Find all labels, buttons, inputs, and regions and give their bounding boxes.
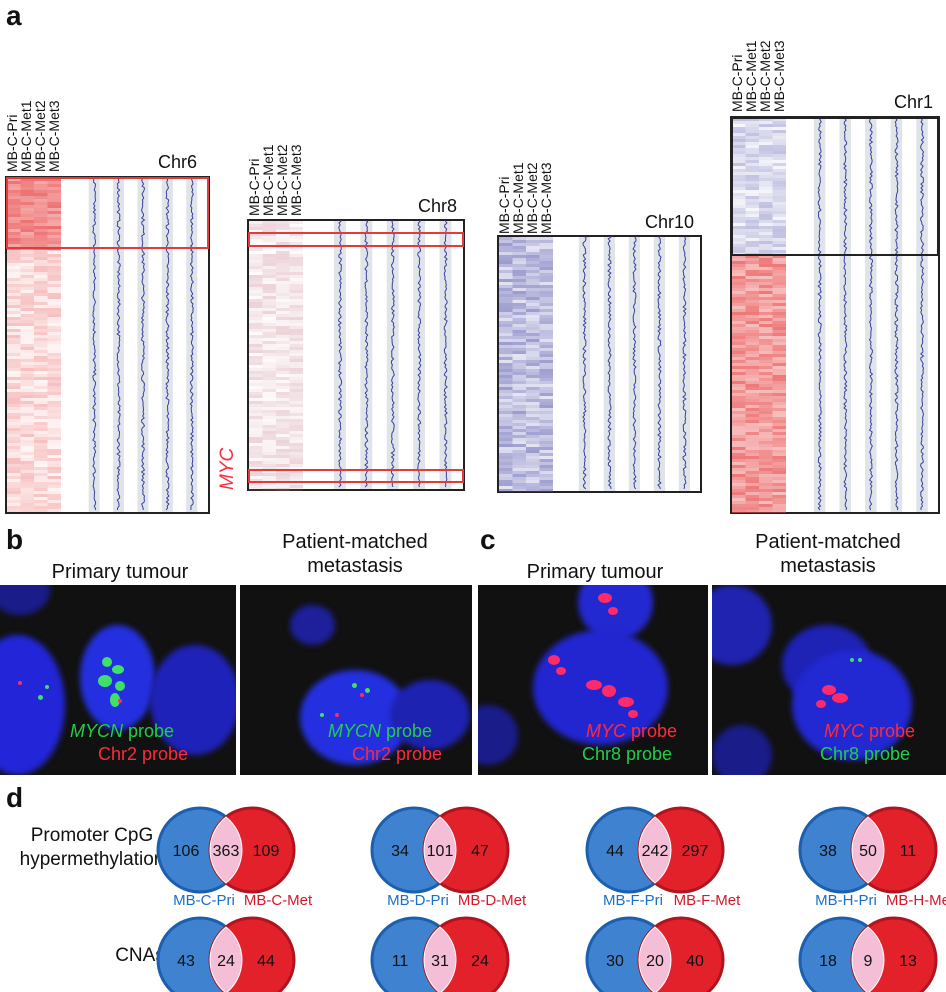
c-right-probe1: MYC probe	[824, 721, 916, 741]
venn-metastasis-label: MB-H-Met	[886, 892, 946, 909]
b-left-title: Primary tumour	[51, 561, 189, 583]
chr-label: Chr10	[645, 212, 695, 232]
venn-count: 11	[392, 953, 409, 970]
sample-label: MB-C-Pri	[496, 176, 512, 234]
venn-count: 24	[217, 953, 235, 970]
venn-overlap	[423, 816, 457, 884]
panel-label-b: b	[6, 524, 24, 555]
venn-overlap	[851, 816, 885, 884]
sample-label: MB-C-Met1	[18, 100, 34, 172]
c-right-title: Patient-matched metastasis	[755, 531, 901, 577]
chr6-panel	[5, 176, 210, 514]
venn-overlap	[423, 926, 457, 992]
b-right-title: Patient-matched metastasis	[282, 531, 428, 577]
chr-label: Chr8	[418, 196, 458, 216]
panel-label-c: c	[480, 524, 496, 555]
venn-count: 30	[606, 953, 624, 970]
venn-count: 106	[173, 843, 200, 860]
chr8-panel	[247, 219, 465, 491]
venn-count: 297	[682, 843, 709, 860]
sample-label: MB-C-Met3	[771, 40, 787, 112]
venn-count: 31	[431, 953, 449, 970]
c-left-probe2: Chr8 probe	[582, 744, 673, 764]
venn-count: 13	[899, 953, 917, 970]
venn-count: 18	[819, 953, 837, 970]
sample-label: MB-C-Met2	[32, 100, 48, 172]
c-left-probe1: MYC probe	[586, 721, 678, 741]
venn-count: 43	[177, 953, 195, 970]
venn-primary-label: MB-D-Pri	[387, 892, 449, 909]
b-metastasis-image: MYCN probe Chr2 probe	[240, 585, 472, 775]
venn-count: 109	[253, 843, 280, 860]
venn-count: 11	[900, 843, 917, 860]
sample-label: MB-C-Met3	[538, 162, 554, 234]
c-metastasis-image: MYC probe Chr8 probe	[712, 585, 946, 775]
venn-count: 242	[642, 843, 669, 860]
venn-count: 20	[646, 953, 664, 970]
venn-metastasis-label: MB-D-Met	[458, 892, 527, 909]
venn-count: 34	[391, 843, 409, 860]
chr1-panel	[730, 116, 940, 514]
c-left-title: Primary tumour	[526, 561, 664, 583]
b-left-probe2: Chr2 probe	[98, 744, 189, 764]
venn-count: 9	[864, 953, 873, 970]
sample-label: MB-C-Met2	[524, 162, 540, 234]
b-primary-image: MYCN probe Chr2 probe	[0, 585, 236, 775]
venn-count: 44	[606, 843, 624, 860]
sample-label: MB-C-Met3	[288, 144, 304, 216]
venn-primary-label: MB-H-Pri	[815, 892, 877, 909]
chr-label: Chr6	[158, 152, 198, 172]
panel-label-a: a	[6, 0, 22, 31]
sample-label: MB-C-Met1	[510, 162, 526, 234]
venn-overlap	[638, 926, 672, 992]
sample-label: MB-C-Met1	[260, 144, 276, 216]
c-primary-image: MYC probe Chr8 probe	[478, 585, 708, 775]
venn-count: 38	[819, 843, 837, 860]
c-right-probe2: Chr8 probe	[820, 744, 911, 764]
venn-overlap	[209, 816, 243, 884]
row-label-methylation: Promoter CpG hypermethylation	[19, 825, 165, 870]
sample-label: MB-C-Pri	[246, 158, 262, 216]
venn-count: 24	[471, 953, 489, 970]
b-right-probe2: Chr2 probe	[352, 744, 443, 764]
sample-label: MB-C-Met1	[743, 40, 759, 112]
chr-label: Chr1	[894, 92, 934, 112]
venn-overlap	[638, 816, 672, 884]
venn-count: 44	[257, 953, 275, 970]
venn-primary-label: MB-F-Pri	[603, 892, 663, 909]
venn-count: 47	[471, 843, 489, 860]
sample-label: MB-C-Met3	[46, 100, 62, 172]
venn-diagrams: 106 363 109 43 24 44 MB-C-Pri MB-C-Met 34 101 47 11…	[156, 806, 946, 992]
sample-label: MB-C-Met2	[757, 40, 773, 112]
myc-gene-label: MYC	[217, 447, 238, 490]
venn-overlap	[209, 926, 243, 992]
chr10-panel	[497, 235, 702, 493]
row-label-cnas: CNAs	[115, 945, 165, 966]
venn-metastasis-label: MB-C-Met	[244, 892, 313, 909]
venn-count: 50	[859, 843, 877, 860]
panel-label-d: d	[6, 782, 24, 813]
venn-overlap	[851, 926, 885, 992]
sample-label: MB-C-Met2	[274, 144, 290, 216]
venn-primary-label: MB-C-Pri	[173, 892, 235, 909]
b-left-probe1: MYCN probe	[70, 721, 175, 741]
venn-count: 101	[427, 843, 454, 860]
sample-label: MB-C-Pri	[729, 54, 745, 112]
venn-metastasis-label: MB-F-Met	[674, 892, 741, 909]
venn-count: 363	[213, 843, 240, 860]
b-right-probe1: MYCN probe	[328, 721, 433, 741]
sample-label: MB-C-Pri	[4, 114, 20, 172]
venn-count: 40	[686, 953, 704, 970]
